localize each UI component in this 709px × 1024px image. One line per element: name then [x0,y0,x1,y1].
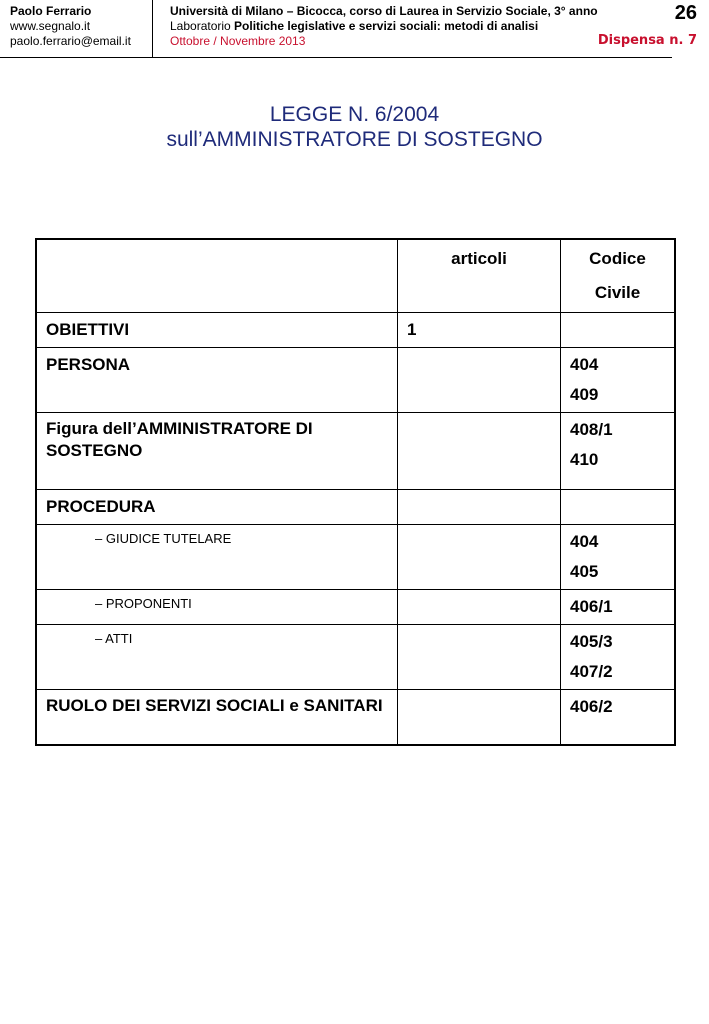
codice-civile-cell [560,489,676,525]
page-title: LEGGE N. 6/2004 sull’AMMINISTRATORE DI S… [0,102,709,152]
articoli-cell [397,489,561,525]
lab-title: Politiche legislative e servizi sociali:… [234,19,539,33]
table-row: – PROPONENTI 406/1 [35,589,676,625]
row-label-text: – PROPONENTI [95,596,192,611]
column-header: articoli [397,238,561,313]
row-label: – GIUDICE TUTELARE [35,524,398,590]
codice-civile-cell [560,312,676,348]
codice-civile-article: 406/2 [570,697,613,716]
row-label: Figura dell’AMMINISTRATORE DI SOSTEGNO [35,412,398,490]
row-label: PROCEDURA [35,489,398,525]
codice-civile-article: 404 [570,532,599,551]
row-label-text: OBIETTIVI [46,320,130,339]
articoli-cell [397,589,561,625]
table-row: – GIUDICE TUTELARE 404 405 [35,524,676,590]
row-label: OBIETTIVI [35,312,398,348]
row-label: PERSONA [35,347,398,413]
codice-civile-article: 406/1 [570,597,613,616]
codice-civile-cell: 408/1 410 [560,412,676,490]
course-line: Università di Milano – Bicocca, corso di… [170,4,598,18]
row-label-text: PROCEDURA [46,497,156,516]
row-label-text: Figura dell’AMMINISTRATORE DI SOSTEGNO [46,419,313,460]
row-label: – ATTI [35,624,398,690]
row-label-text: – ATTI [95,631,133,646]
codice-civile-article: 409 [570,385,599,404]
table-row: PROCEDURA [35,489,676,525]
table-row: OBIETTIVI 1 [35,312,676,348]
header-divider [152,0,153,58]
lab-prefix: Laboratorio [170,19,235,33]
codice-civile-article: 405/3 [570,632,613,651]
codice-civile-article: 410 [570,450,599,469]
course-block: Università di Milano – Bicocca, corso di… [170,4,598,49]
table-row: RUOLO DEI SERVIZI SOCIALI e SANITARI 406/… [35,689,676,745]
codice-civile-cell: 404 405 [560,524,676,590]
row-label: RUOLO DEI SERVIZI SOCIALI e SANITARI [35,689,398,745]
codice-civile-article: 404 [570,355,599,374]
title-line-1: LEGGE N. 6/2004 [269,103,440,126]
codice-civile-article: 407/2 [570,662,613,681]
row-label-text: – GIUDICE TUTELARE [95,531,232,546]
table-row: Figura dell’AMMINISTRATORE DI SOSTEGNO 40… [35,412,676,490]
author-name: Paolo Ferrario [10,4,92,18]
email[interactable]: paolo.ferrario@email.it [10,34,131,48]
articoli-cell [397,524,561,590]
title-line-2: sull’AMMINISTRATORE DI SOSTEGNO [166,128,543,151]
column-header: Codice Civile [560,238,676,313]
articoli-cell [397,624,561,690]
articoli-cell [397,412,561,490]
row-label: – PROPONENTI [35,589,398,625]
codice-civile-cell: 405/3 407/2 [560,624,676,690]
row-label-text: PERSONA [46,355,131,374]
date-line: Ottobre / Novembre 2013 [170,34,306,48]
page-number: 26 [674,2,697,24]
dispensa-label: Dispensa n. 7 [597,33,697,48]
codice-civile-cell: 406/2 [560,689,676,745]
header-rule [0,57,672,58]
author-block: Paolo Ferrario www.segnalo.it paolo.ferr… [10,4,131,49]
column-header [35,238,398,313]
codice-civile-cell: 404 409 [560,347,676,413]
table-row: PERSONA 404 409 [35,347,676,413]
website[interactable]: www.segnalo.it [10,19,91,33]
codice-civile-article: 408/1 [570,420,613,439]
articoli-cell [397,689,561,745]
table-row: – ATTI 405/3 407/2 [35,624,676,690]
codice-civile-cell: 406/1 [560,589,676,625]
row-label-text: RUOLO DEI SERVIZI SOCIALI e SANITARI [46,696,383,715]
articoli-cell [397,347,561,413]
codice-civile-article: 405 [570,562,599,581]
table-header-row: articoli Codice Civile [35,238,676,313]
articoli-cell: 1 [397,312,561,348]
law-table: articoli Codice Civile OBIETTIVI 1 PERSONA 40… [35,238,676,746]
